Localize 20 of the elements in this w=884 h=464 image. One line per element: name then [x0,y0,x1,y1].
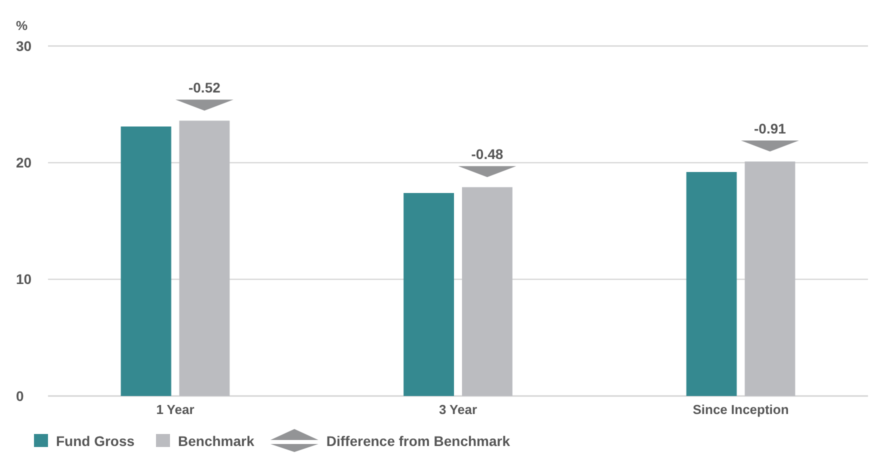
bar [744,162,796,396]
bar [686,172,737,396]
bar [120,126,172,396]
x-tick-label: 3 Year [438,402,478,417]
bar [404,193,454,396]
y-tick-label: 20 [16,154,32,171]
annotation: -0.48 [471,146,504,162]
y-tick-label: 30 [16,38,32,54]
x-tick-label: Since Inception [692,402,789,417]
annotation: -0.91 [754,120,786,136]
bar [462,187,512,396]
bar [179,120,230,396]
annotation: -0.52 [188,80,221,96]
legend-label: Fund Gross [56,433,135,449]
legend-label: Benchmark [178,433,254,449]
x-tick-label: 1 Year [156,402,194,417]
text: Difference from Benchmark [326,433,510,449]
y-tick-label: 10 [16,271,32,288]
y-tick-label: 0 [16,388,24,404]
y-axis-title: % [16,18,28,33]
